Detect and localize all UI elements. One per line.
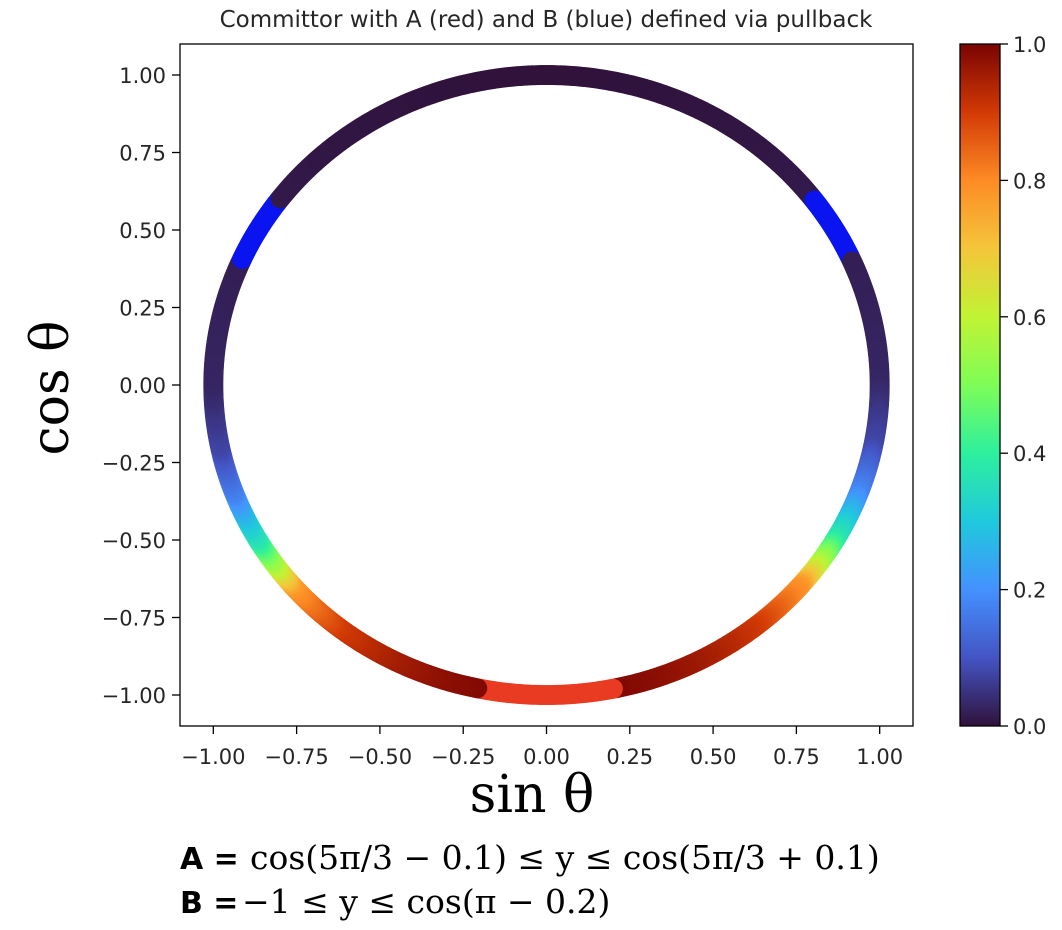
x-tick-label: 0.50: [690, 745, 737, 769]
x-tick-label: −0.50: [348, 745, 412, 769]
colorbar: 0.0 0.2 0.4 0.6 0.8 1.0: [959, 33, 1046, 739]
colorbar-tick-label: 0.0: [1013, 715, 1046, 739]
set-a-key: A =: [180, 842, 239, 877]
colorbar-tick-label: 0.8: [1013, 169, 1046, 193]
y-axis-ticks: −1.00 −0.75 −0.50 −0.25 0.00 0.25 0.50 0.75 1.00: [102, 64, 180, 708]
set-b-expression: −1 ≤ y ≤ cos(π − 0.2): [242, 882, 610, 921]
chart-title: Committor with A (red) and B (blue) defi…: [220, 7, 874, 33]
colorbar-tick-label: 0.6: [1013, 306, 1046, 330]
y-tick-label: 0.50: [119, 219, 166, 243]
x-axis-ticks: −1.00 −0.75 −0.50 −0.25 0.00 0.25 0.50 0.75 1.00: [181, 726, 903, 769]
committor-ring: [203, 65, 890, 705]
y-tick-label: −0.50: [102, 529, 166, 553]
y-tick-label: 0.25: [119, 297, 166, 321]
y-tick-label: −0.25: [102, 452, 166, 476]
colorbar-gradient: [959, 43, 1001, 727]
plot-frame: [179, 43, 914, 727]
colorbar-tick-label: 0.2: [1013, 579, 1046, 603]
colorbar-ticks: 0.0 0.2 0.4 0.6 0.8 1.0: [1000, 33, 1046, 739]
set-definitions: A = cos(5π/3 − 0.1) ≤ y ≤ cos(5π/3 + 0.1…: [180, 838, 880, 921]
x-axis-label: sin θ: [470, 765, 595, 825]
y-tick-label: 1.00: [119, 64, 166, 88]
y-tick-label: 0.75: [119, 142, 166, 166]
ring-point: [533, 65, 554, 86]
y-axis-label: cos θ: [21, 321, 81, 456]
y-tick-label: 0.00: [119, 374, 166, 398]
x-tick-label: 0.75: [773, 745, 820, 769]
x-tick-label: 0.25: [606, 745, 653, 769]
colorbar-tick-label: 1.0: [1013, 33, 1046, 57]
y-tick-label: −0.75: [102, 607, 166, 631]
x-tick-label: 1.00: [856, 745, 903, 769]
x-tick-label: −0.75: [264, 745, 328, 769]
y-tick-label: −1.00: [102, 684, 166, 708]
colorbar-tick-label: 0.4: [1013, 442, 1046, 466]
set-a-expression: cos(5π/3 − 0.1) ≤ y ≤ cos(5π/3 + 0.1): [250, 838, 880, 877]
set-b-key: B =: [180, 886, 238, 921]
plot-area: −1.00 −0.75 −0.50 −0.25 0.00 0.25 0.50 0.75 1.00…: [102, 43, 914, 769]
x-tick-label: −1.00: [181, 745, 245, 769]
x-tick-label: 0.00: [523, 745, 570, 769]
x-tick-label: −0.25: [431, 745, 495, 769]
